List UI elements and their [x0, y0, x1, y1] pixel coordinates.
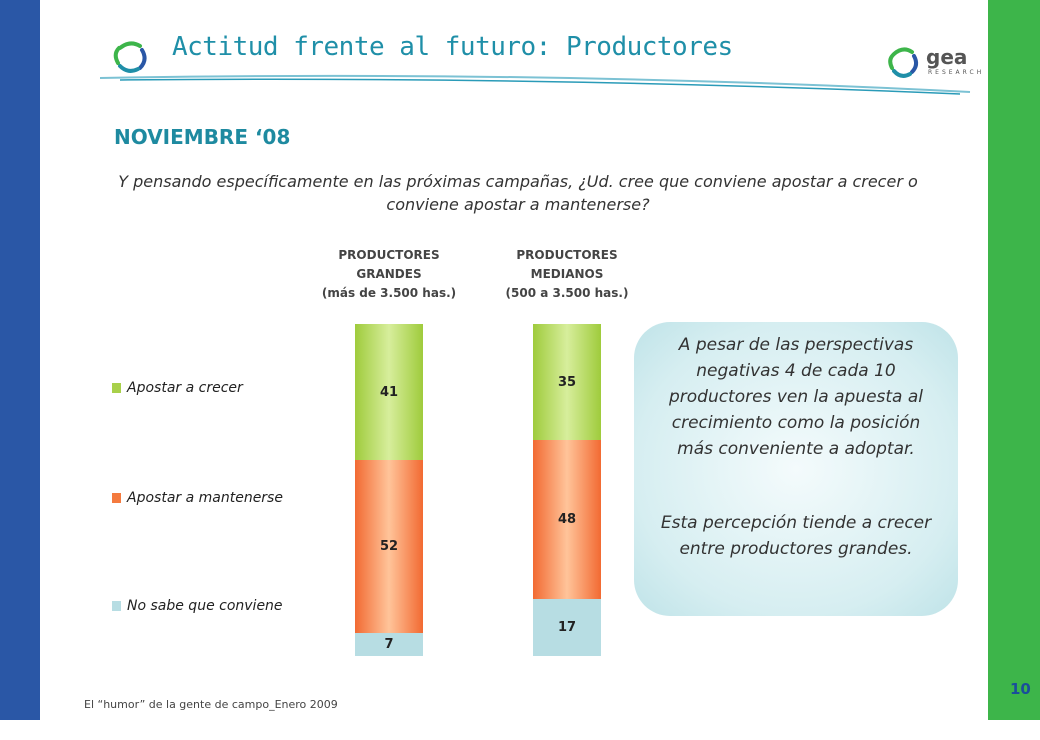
stacked-bar-medianos: 35 48 17 — [533, 324, 601, 656]
column-header-medianos: PRODUCTORES MEDIANOS (500 a 3.500 has.) — [482, 246, 652, 303]
title-swoosh-decoration — [100, 74, 971, 95]
legend-item-mantenerse: Apostar a mantenerse — [112, 490, 283, 506]
svg-text:gea: gea — [926, 45, 967, 69]
page-title: Actitud frente al futuro: Productores — [172, 32, 733, 62]
bar-segment-mantenerse: 52 — [355, 460, 423, 633]
column-header-line: (500 a 3.500 has.) — [505, 286, 629, 300]
callout-paragraph-1: A pesar de las perspectivas negativas 4 … — [668, 335, 924, 459]
legend-swatch-orange-icon — [112, 493, 121, 503]
legend-item-no-sabe: No sabe que conviene — [112, 598, 283, 614]
left-curve-decoration — [40, 0, 100, 740]
column-header-grandes: PRODUCTORES GRANDES (más de 3.500 has.) — [304, 246, 474, 303]
column-header-line: PRODUCTORES — [516, 248, 618, 262]
left-blue-band — [0, 0, 46, 720]
bar-segment-no-sabe: 7 — [355, 633, 423, 656]
bar-value-label: 48 — [557, 512, 577, 527]
swirl-logo-icon — [113, 41, 147, 73]
column-header-line: GRANDES — [356, 267, 422, 281]
legend-label: Apostar a crecer — [127, 380, 243, 396]
svg-text:RESEARCH: RESEARCH — [928, 69, 984, 76]
bar-value-label: 17 — [557, 620, 577, 635]
bar-segment-crecer: 41 — [355, 324, 423, 460]
gea-research-logo: gea RESEARCH — [888, 44, 994, 80]
bar-segment-crecer: 35 — [533, 324, 601, 440]
survey-question: Y pensando específicamente en las próxim… — [118, 172, 918, 214]
bar-value-label: 41 — [379, 384, 399, 400]
column-header-line: (más de 3.500 has.) — [321, 286, 457, 300]
period-subtitle: NOVIEMBRE ‘08 — [114, 125, 291, 149]
legend-swatch-light-icon — [112, 601, 121, 611]
legend-swatch-green-icon — [112, 383, 121, 393]
bar-value-label: 52 — [379, 539, 399, 554]
bar-segment-no-sabe: 17 — [533, 599, 601, 656]
right-curve-decoration — [968, 0, 988, 740]
callout-paragraph-2: Esta percepción tiende a crecer entre pr… — [660, 513, 932, 559]
legend-label: No sabe que conviene — [127, 598, 283, 614]
insight-callout: A pesar de las perspectivas negativas 4 … — [634, 322, 958, 616]
bar-segment-mantenerse: 48 — [533, 440, 601, 599]
column-header-line: MEDIANOS — [530, 267, 604, 281]
column-header-line: PRODUCTORES — [338, 248, 440, 262]
gea-logo-icon: gea RESEARCH — [888, 45, 984, 78]
page-number: 10 — [1010, 680, 1031, 698]
right-green-band — [988, 0, 1040, 720]
stacked-bar-grandes: 41 52 7 — [355, 324, 423, 656]
bar-value-label: 35 — [557, 374, 577, 390]
footer-note: El “humor” de la gente de campo_Enero 20… — [84, 698, 338, 711]
legend-label: Apostar a mantenerse — [127, 490, 283, 506]
legend-item-crecer: Apostar a crecer — [112, 380, 243, 396]
bar-value-label: 7 — [384, 637, 394, 652]
